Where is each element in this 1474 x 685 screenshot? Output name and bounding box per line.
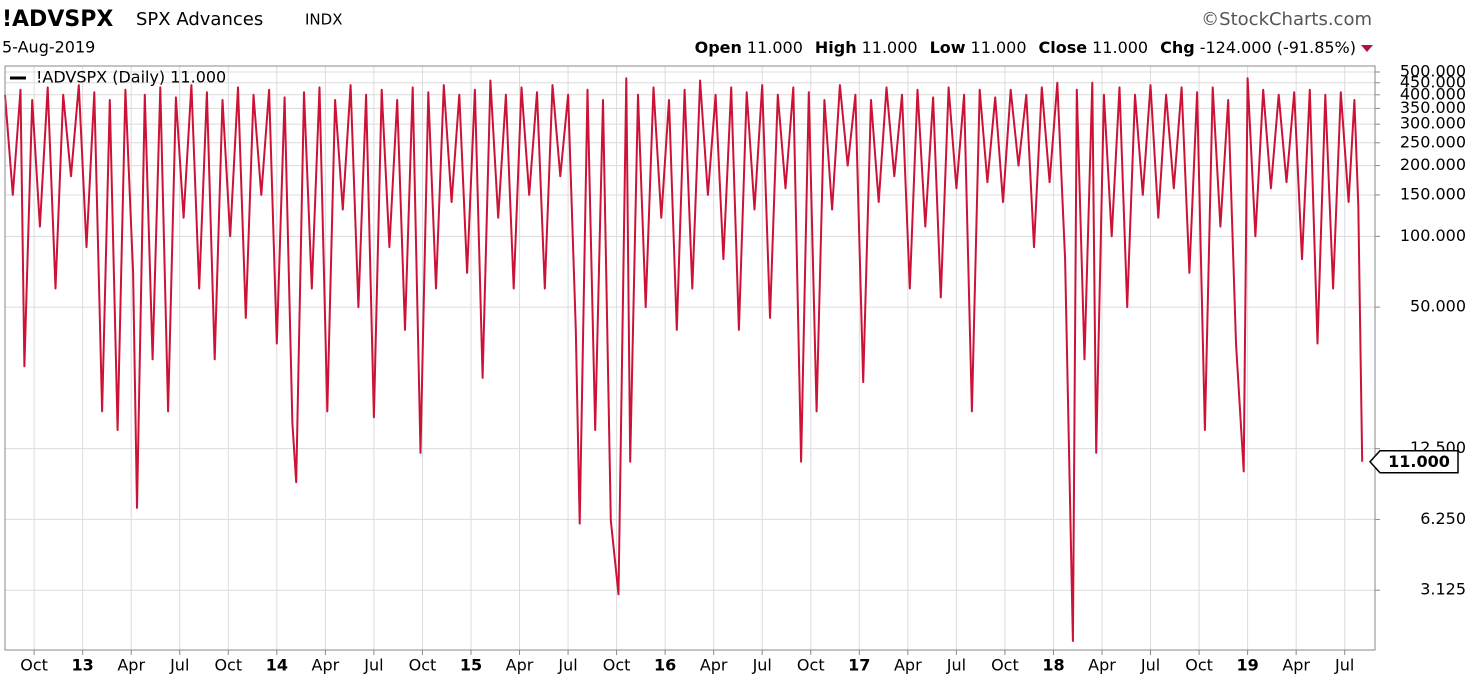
ohlc-label: Chg [1160,38,1195,57]
plot [4,66,1375,650]
x-tick-label: Oct [1185,656,1213,675]
y-tick-label: 450.000 [1400,72,1466,91]
x-tick-label: 14 [266,656,288,675]
x-tick-label: Jul [169,656,189,675]
series-line [4,77,1364,642]
x-tick-label: Jul [363,656,383,675]
y-tick-label: 250.000 [1400,132,1466,151]
plot-frame [4,65,1376,651]
x-tick-label: Jul [1140,656,1160,675]
x-tick-label: Jul [1334,656,1354,675]
legend-label: !ADVSPX (Daily) 11.000 [36,68,226,87]
y-tick-label: 500.000 [1400,62,1466,81]
y-tick-label: 100.000 [1400,226,1466,245]
x-tick-label: Apr [117,656,145,675]
y-tick-label: 350.000 [1400,98,1466,117]
ohlc-value: 11.000 [747,38,803,57]
y-tick-label: 6.250 [1420,509,1466,528]
ohlc-value: -124.000 (-91.85%) [1200,38,1356,57]
ohlc-label: Low [930,38,966,57]
last-value-box [1368,449,1459,474]
ohlc-label: Close [1039,38,1088,57]
ohlc: Open 11.000 High 11.000 Low 11.000 Close 11.000… [695,38,1356,57]
x-tick-label: Oct [603,656,631,675]
y-tick-label: 400.000 [1400,84,1466,103]
x-tick-label: Apr [1088,656,1116,675]
x-tick-label: Apr [1282,656,1310,675]
symbol-name: SPX Advances [136,9,263,30]
x-tick-label: Oct [20,656,48,675]
exchange: INDX [305,11,342,29]
ohlc-value: 11.000 [971,38,1027,57]
y-tick-label: 50.000 [1410,297,1466,316]
x-tick-label: 13 [72,656,94,675]
x-tick-label: Oct [214,656,242,675]
y-tick-label: 200.000 [1400,155,1466,174]
ohlc-label: Open [695,38,742,57]
x-tick-label: 17 [848,656,870,675]
x-tick-label: Oct [797,656,825,675]
x-tick-label: Jul [557,656,577,675]
x-tick-label: Apr [506,656,534,675]
x-tick-label: Jul [946,656,966,675]
ohlc-value: 11.000 [862,38,918,57]
x-tick-label: 15 [460,656,482,675]
x-tick-label: 18 [1042,656,1064,675]
x-tick-label: Apr [700,656,728,675]
x-tick-label: 16 [654,656,676,675]
ohlc-label: High [815,38,857,57]
y-tick-label: 150.000 [1400,184,1466,203]
x-tick-label: 19 [1236,656,1258,675]
y-tick-label: 3.125 [1420,580,1466,599]
x-tick-label: Apr [894,656,922,675]
last-value-label: 11.000 [1388,452,1450,471]
down-arrow [1361,45,1373,52]
ohlc-value: 11.000 [1092,38,1148,57]
date: 5-Aug-2019 [2,38,95,57]
x-tick-label: Apr [312,656,340,675]
y-tick-label: 300.000 [1400,114,1466,133]
x-tick-label: Jul [752,656,772,675]
x-tick-label: Oct [991,656,1019,675]
watermark: ©StockCharts.com [1201,9,1372,30]
x-tick-label: Oct [409,656,437,675]
symbol: !ADVSPX [2,7,113,32]
